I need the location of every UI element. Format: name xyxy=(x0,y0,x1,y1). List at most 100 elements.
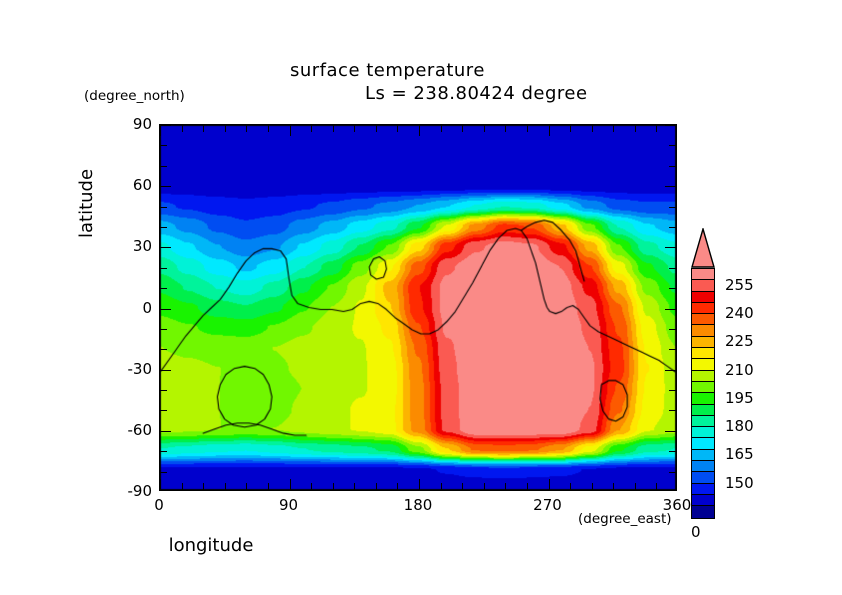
x-tick xyxy=(462,483,464,490)
x-tick xyxy=(656,125,658,132)
y-tick-label: -60 xyxy=(127,420,153,439)
y-tick xyxy=(669,206,676,208)
y-tick xyxy=(160,226,167,228)
colorbar-tick-label: 195 xyxy=(725,388,754,407)
colorbar-band xyxy=(692,506,714,518)
x-tick xyxy=(311,125,313,132)
colorbar-tick-label: 240 xyxy=(725,304,754,323)
y-tick xyxy=(160,430,171,432)
colorbar-band xyxy=(692,449,714,462)
y-tick xyxy=(669,288,676,290)
x-tick xyxy=(375,125,377,132)
y-tick xyxy=(669,267,676,269)
colorbar-band xyxy=(692,348,714,360)
x-tick xyxy=(591,125,593,132)
y-tick xyxy=(160,328,167,330)
x-tick xyxy=(483,125,485,132)
x-tick-label: 180 xyxy=(403,496,433,514)
y-tick xyxy=(160,165,167,167)
y-tick xyxy=(669,349,676,351)
x-tick xyxy=(440,125,442,132)
colorbar-band xyxy=(692,325,714,337)
x-tick xyxy=(289,125,291,136)
x-tick xyxy=(397,483,399,490)
x-tick xyxy=(548,479,550,490)
x-tick xyxy=(224,125,226,132)
y-tick xyxy=(665,430,676,432)
colorbar-band xyxy=(692,483,714,495)
y-tick xyxy=(160,186,171,188)
x-tick xyxy=(311,483,313,490)
y-tick xyxy=(669,226,676,228)
x-tick xyxy=(505,125,507,132)
y-tick xyxy=(665,125,676,126)
y-tick xyxy=(665,247,676,249)
x-tick xyxy=(246,125,248,132)
x-tick xyxy=(462,125,464,132)
x-tick xyxy=(289,479,291,490)
chart-title: surface temperature xyxy=(290,60,485,81)
x-tick xyxy=(570,483,572,490)
y-tick xyxy=(160,451,167,453)
colorbar-zero-label: 0 xyxy=(691,522,701,541)
x-tick xyxy=(440,483,442,490)
y-tick-label: 30 xyxy=(132,237,152,256)
colorbar-band xyxy=(692,291,714,303)
x-tick-label: 360 xyxy=(662,496,692,514)
x-tick xyxy=(483,483,485,490)
colorbar-band xyxy=(692,314,714,326)
colorbar-band xyxy=(692,427,714,439)
x-tick xyxy=(591,483,593,490)
colorbar-top-arrow-icon xyxy=(691,228,715,268)
y-tick xyxy=(160,390,167,392)
colorbar-band xyxy=(692,472,714,484)
colorbar-band xyxy=(692,302,714,315)
colorbar-band xyxy=(692,393,714,405)
colorbar-bands xyxy=(691,268,715,519)
colorbar: 0 255 240 225 210 195 180 165 150 xyxy=(691,228,754,541)
colorbar-band xyxy=(692,269,714,281)
y-tick xyxy=(665,369,676,371)
y-tick xyxy=(669,451,676,453)
colorbar-band xyxy=(692,461,714,473)
y-tick xyxy=(160,247,171,249)
y-tick-label: 60 xyxy=(132,176,152,195)
x-tick xyxy=(181,483,183,490)
colorbar-band xyxy=(692,370,714,382)
x-tick xyxy=(613,483,615,490)
colorbar-tick-label: 150 xyxy=(725,473,754,492)
y-axis-title: latitude xyxy=(76,168,97,238)
x-axis-title-text: longitude xyxy=(168,535,254,556)
y-tick xyxy=(160,349,167,351)
x-tick-label: 90 xyxy=(278,496,299,514)
colorbar-tick-label: 225 xyxy=(725,332,754,351)
x-tick xyxy=(419,479,420,490)
x-tick xyxy=(397,125,399,132)
colorbar-band xyxy=(692,438,714,450)
x-tick xyxy=(181,125,183,132)
x-axis-title: longitude xyxy=(0,535,842,556)
x-tick xyxy=(332,125,334,132)
y-tick xyxy=(160,125,171,126)
y-tick xyxy=(665,308,676,310)
y-tick xyxy=(160,288,167,290)
x-tick xyxy=(203,125,205,132)
x-tick xyxy=(656,483,658,490)
y-tick xyxy=(669,410,676,412)
y-tick-label: 0 xyxy=(142,298,152,317)
y-tick xyxy=(160,308,171,310)
colorbar-band xyxy=(692,336,714,349)
x-tick xyxy=(548,125,550,136)
x-tick xyxy=(634,483,636,490)
x-tick xyxy=(354,483,356,490)
y-tick xyxy=(160,206,167,208)
x-tick xyxy=(267,483,269,490)
x-tick xyxy=(246,483,248,490)
y-tick xyxy=(665,186,676,188)
colorbar-band xyxy=(692,404,714,416)
y-axis-units-caption: (degree_north) xyxy=(84,88,185,104)
x-tick xyxy=(203,483,205,490)
x-axis-units-caption: (degree_east) xyxy=(578,511,672,527)
y-tick xyxy=(669,165,676,167)
